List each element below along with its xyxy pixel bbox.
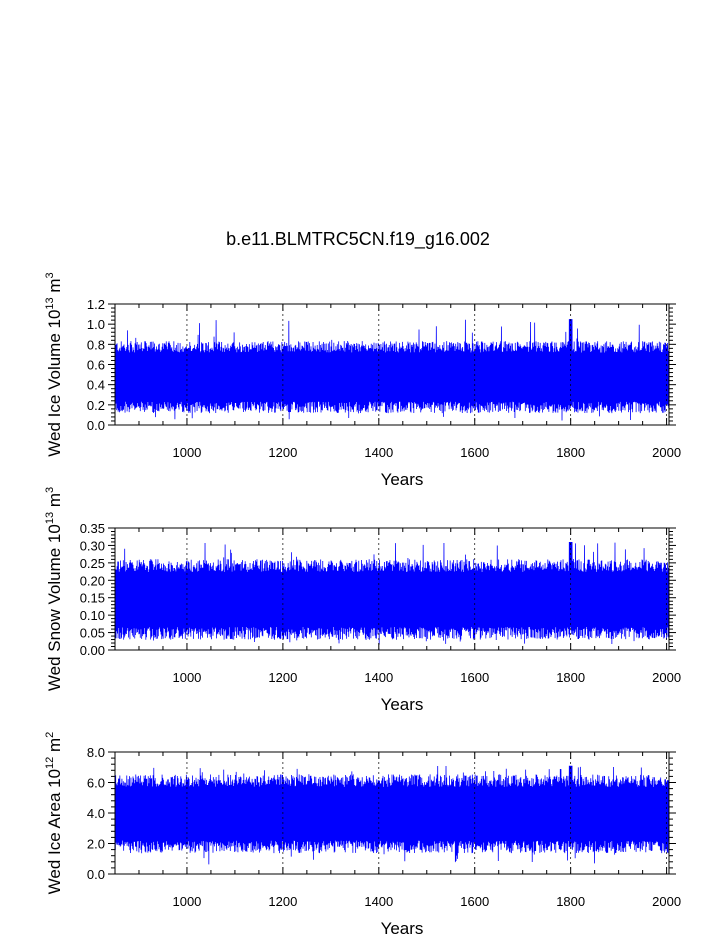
series-line (114, 319, 670, 421)
y-tick-label: 0.25 (80, 556, 105, 571)
y-tick-label: 0.30 (80, 538, 105, 553)
x-tick-label: 1800 (556, 670, 585, 685)
x-tick-label: 1400 (364, 670, 393, 685)
x-tick-label: 1600 (460, 445, 489, 460)
panel-2: 1000 1200 1400 1600 1800 2000 0.00 0.05 0.10 0.15… (44, 487, 681, 714)
y-tick-label: 0.0 (87, 418, 105, 433)
x-tick-label: 1200 (268, 445, 297, 460)
x-tick-label: 1600 (460, 894, 489, 909)
series-line (114, 541, 670, 645)
y-axis-label: Wed Snow Volume 1013 m3 (44, 487, 64, 691)
y-tick-label: 0.05 (80, 626, 105, 641)
y-tick-label: 0.2 (87, 398, 105, 413)
x-tick-label: 1200 (268, 670, 297, 685)
x-tick-label: 2000 (652, 445, 681, 460)
y-tick-label: 0.20 (80, 573, 105, 588)
y-tick-label: 0.35 (80, 521, 105, 536)
y-tick-label: 1.2 (87, 297, 105, 312)
y-tick-label: 6.0 (87, 776, 105, 791)
x-tick-label: 1000 (172, 445, 201, 460)
y-tick-label: 0.0 (87, 867, 105, 882)
y-axis-label: Wed Ice Volume 1013 m3 (44, 272, 64, 456)
x-tick-label: 1800 (556, 894, 585, 909)
x-tick-label: 1800 (556, 445, 585, 460)
y-tick-label: 8.0 (87, 745, 105, 760)
x-axis-label: Years (381, 695, 424, 714)
y-tick-label: 0.00 (80, 643, 105, 658)
x-tick-label: 1400 (364, 894, 393, 909)
x-axis-label: Years (381, 470, 424, 489)
panels: 1000 1200 1400 1600 1800 2000 0.0 0.2 0.4 0.6 0.8 1… (44, 272, 681, 935)
y-axis-label: Wed Ice Area 1012 m2 (44, 732, 64, 895)
x-axis-label: Years (381, 919, 424, 935)
x-tick-label: 1200 (268, 894, 297, 909)
y-tick-label: 0.10 (80, 608, 105, 623)
panel-1: 1000 1200 1400 1600 1800 2000 0.0 0.2 0.4 0.6 0.8 1… (44, 272, 681, 489)
y-tick-label: 0.6 (87, 358, 105, 373)
x-tick-label: 1400 (364, 445, 393, 460)
y-tick-label: 2.0 (87, 837, 105, 852)
y-tick-label: 4.0 (87, 806, 105, 821)
x-tick-label: 2000 (652, 670, 681, 685)
plot-frame (114, 527, 670, 651)
x-tick-label: 1000 (172, 670, 201, 685)
panel-3: 1000 1200 1400 1600 1800 2000 0.0 2.0 4.0 6.0 8.0 Y… (44, 732, 681, 935)
y-tick-label: 1.0 (87, 317, 105, 332)
series-line (114, 765, 670, 865)
chart-title: b.e11.BLMTRC5CN.f19_g16.002 (226, 229, 490, 250)
y-tick-label: 0.4 (87, 378, 105, 393)
x-tick-label: 1600 (460, 670, 489, 685)
x-tick-label: 1000 (172, 894, 201, 909)
x-tick-label: 2000 (652, 894, 681, 909)
y-tick-label: 0.8 (87, 337, 105, 352)
y-tick-label: 0.15 (80, 591, 105, 606)
